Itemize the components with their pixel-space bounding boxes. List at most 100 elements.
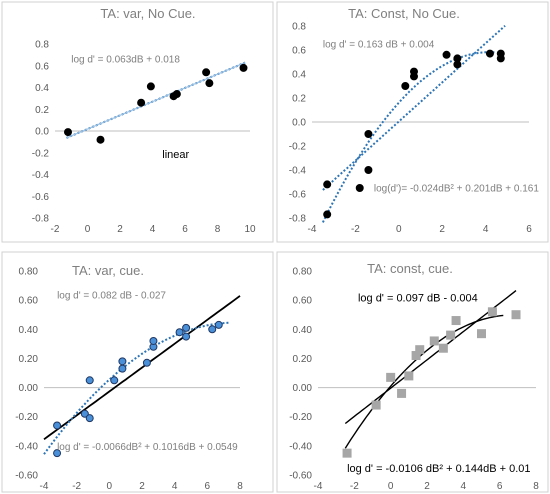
- y-tick-label: 0.8: [35, 40, 49, 51]
- x-tick-label: 4: [150, 224, 156, 235]
- y-tick-label: -0.20: [289, 412, 312, 423]
- y-tick-label: 0.0: [292, 118, 306, 129]
- data-point: [438, 343, 448, 353]
- chart-title: TA: var, No Cue.: [100, 6, 195, 21]
- data-point: [137, 98, 146, 107]
- data-point: [214, 320, 223, 329]
- data-point: [118, 357, 127, 366]
- y-tick-label: -0.6: [289, 190, 307, 201]
- y-tick-label: 0.4: [292, 70, 306, 81]
- data-point: [453, 54, 462, 63]
- data-point: [442, 50, 451, 59]
- data-point: [409, 72, 418, 81]
- data-point: [415, 345, 425, 355]
- equation-annotation: log d' = 0.063dB + 0.018: [71, 54, 180, 65]
- data-point: [53, 449, 62, 458]
- data-point: [429, 336, 439, 346]
- data-point: [355, 184, 364, 192]
- x-tick-label: 4: [172, 481, 178, 492]
- data-point: [323, 180, 332, 189]
- y-tick-label: 0.60: [293, 296, 313, 307]
- equation-annotation: linear: [162, 149, 189, 161]
- data-point: [496, 54, 505, 63]
- data-point: [386, 372, 396, 382]
- chart-panel-const-cue: TA: const, cue. -0.60 -0.40 -0.20 0.00 0.20 0…: [276, 251, 549, 493]
- x-tick-label: 0: [396, 224, 402, 235]
- y-tick-label: -0.60: [289, 471, 312, 482]
- y-tick-label: -0.20: [15, 412, 38, 423]
- data-point: [85, 376, 94, 385]
- y-tick-label: 0.80: [19, 267, 39, 278]
- x-tick-label: -2: [351, 224, 360, 235]
- y-tick-label: 0.0: [35, 127, 49, 138]
- y-tick-label: 0.20: [19, 354, 39, 365]
- x-tick-label: 4: [483, 224, 489, 235]
- data-point: [53, 421, 62, 430]
- chart-panel-var-no-cue: TA: var, No Cue. -0.8 -0.6 -0.4 -0.2 0.0 0.2 0…: [1, 1, 274, 243]
- x-tick-label: -2: [72, 481, 81, 492]
- data-point: [446, 330, 456, 340]
- equation-annotation: log d' = 0.082 dB - 0.027: [57, 291, 166, 302]
- y-tick-label: 0.00: [19, 383, 39, 394]
- data-point: [182, 332, 191, 341]
- data-point: [85, 414, 94, 423]
- chart-title: TA: var, cue.: [72, 263, 144, 278]
- equation-annotation: log d' = 0.097 dB - 0.004: [358, 293, 478, 305]
- data-point: [401, 82, 410, 90]
- y-tick-label: -0.60: [15, 471, 38, 482]
- y-tick-label: 0.6: [292, 46, 306, 57]
- equation-annotation: log d' = -0.0106 dB² + 0.144dB + 0.01: [347, 463, 530, 475]
- data-point: [485, 49, 494, 58]
- y-tick-label: 0.8: [292, 22, 306, 33]
- x-tick-label: 2: [117, 224, 123, 235]
- x-tick-label: 6: [497, 481, 503, 492]
- y-tick-label: 0.60: [19, 296, 39, 307]
- linear-fit-line: [322, 24, 506, 191]
- equation-annotation: log d' = -0.0066dB² + 0.1016dB + 0.0549: [57, 442, 238, 453]
- data-point: [208, 325, 217, 334]
- data-point: [487, 307, 497, 317]
- y-tick-label: 0.40: [293, 325, 313, 336]
- y-tick-label: -0.40: [15, 441, 38, 452]
- data-point: [364, 166, 373, 174]
- data-point: [404, 371, 414, 381]
- data-point: [323, 210, 332, 219]
- data-point: [142, 358, 151, 367]
- data-point: [172, 90, 181, 99]
- y-tick-label: -0.2: [289, 142, 307, 153]
- y-tick-label: 0.40: [19, 325, 39, 336]
- data-point: [202, 68, 211, 77]
- chart-title: TA: Const, No Cue.: [348, 6, 460, 21]
- x-tick-label: 0: [85, 224, 91, 235]
- quadratic-fit-curve: [43, 321, 229, 455]
- panel-frame: [1, 1, 274, 243]
- y-tick-label: -0.8: [289, 214, 307, 225]
- data-point: [80, 409, 89, 418]
- data-point: [511, 310, 521, 320]
- y-tick-label: -0.4: [289, 166, 307, 177]
- y-tick-label: 0.6: [35, 61, 49, 72]
- x-tick-label: -2: [350, 481, 359, 492]
- x-tick-label: 8: [533, 481, 539, 492]
- data-point: [342, 448, 352, 458]
- plot-area: -0.60 -0.40 -0.20 0.00 0.20 0.40 0.60 0.80 -4 -2 0…: [15, 267, 243, 493]
- chart-panel-var-cue: TA: var, cue. -0.60 -0.40 -0.20 0.00 0.20 0.4…: [1, 251, 274, 493]
- data-point: [146, 82, 155, 91]
- data-point: [451, 316, 461, 326]
- quadratic-fit-curve: [321, 51, 497, 223]
- x-tick-label: 8: [237, 481, 243, 492]
- y-tick-label: 0.80: [293, 267, 313, 278]
- data-point: [205, 79, 214, 88]
- chart-panel-const-no-cue: TA: Const, No Cue. -0.8 -0.6 -0.4 -0.2 0.0 0.…: [276, 1, 549, 243]
- x-tick-label: 0: [388, 481, 394, 492]
- x-tick-label: -2: [51, 224, 60, 235]
- y-tick-label: -0.4: [32, 170, 50, 181]
- plot-area: -0.8 -0.6 -0.4 -0.2 0.0 0.2 0.4 0.6 0.8 -2 0 2 4 6 8 10…: [32, 40, 256, 236]
- x-tick-label: 4: [461, 481, 467, 492]
- x-tick-label: 6: [205, 481, 211, 492]
- y-tick-label: 0.00: [293, 383, 313, 394]
- y-tick-label: 0.20: [293, 354, 313, 365]
- x-tick-label: 0: [107, 481, 113, 492]
- data-point: [64, 128, 72, 137]
